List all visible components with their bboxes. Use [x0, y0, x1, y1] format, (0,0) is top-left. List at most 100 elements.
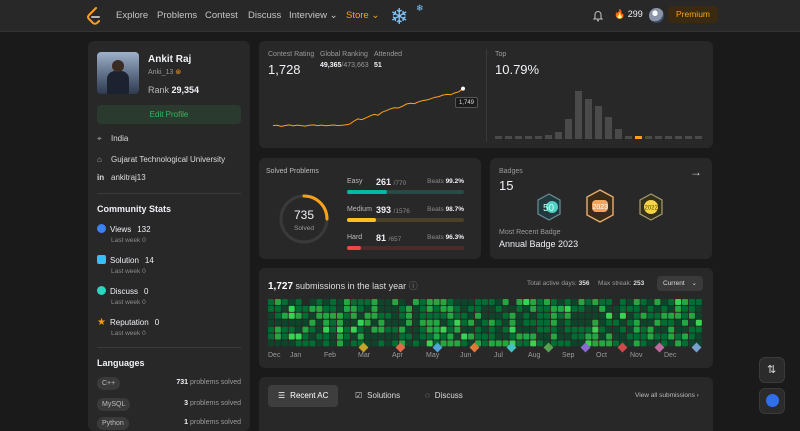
feedback-button[interactable] — [759, 388, 785, 414]
heatmap-cell — [357, 305, 364, 312]
heatmap-cell — [516, 340, 523, 347]
monthly-badge-icon — [617, 342, 628, 353]
streak-counter[interactable]: 🔥 299 — [614, 9, 643, 20]
heatmap-cell — [419, 305, 426, 312]
streak-value: 299 — [627, 9, 643, 19]
info-icon[interactable]: ⓘ — [408, 281, 418, 291]
year-select[interactable]: Current ⌄ — [657, 276, 703, 291]
heatmap-cell — [461, 326, 468, 333]
heatmap-cell — [516, 333, 523, 340]
divider — [97, 193, 241, 194]
solved-progress-ring[interactable] — [277, 192, 331, 246]
badge-annual-2023-icon[interactable]: 2023 — [582, 188, 618, 224]
language-tag[interactable]: C++ — [97, 377, 121, 390]
heatmap-cell — [412, 333, 419, 340]
star-icon: ★ — [97, 317, 106, 328]
heatmap-cell — [330, 326, 337, 333]
rating-distribution-chart[interactable] — [495, 85, 705, 139]
nav-interview[interactable]: Interview ⌄ — [289, 10, 338, 21]
heatmap-cell — [661, 319, 668, 326]
heatmap-cell — [371, 312, 378, 319]
heatmap-cell — [481, 333, 488, 340]
language-count-suffix: problems solved — [190, 379, 241, 386]
language-count-value: 731 — [176, 379, 189, 386]
heatmap-cell — [364, 299, 371, 305]
edit-profile-button[interactable]: Edit Profile — [97, 105, 241, 124]
monthly-badge-icon — [580, 342, 591, 353]
heatmap-cell — [495, 340, 502, 347]
language-count: 731 problems solved — [176, 379, 241, 386]
switch-layout-button[interactable]: ⇅ — [759, 357, 785, 383]
nav-store[interactable]: Store ⌄ — [346, 10, 379, 21]
difficulty-total: /770 — [393, 180, 407, 187]
linkedin-row[interactable]: in ankitraj13 — [97, 173, 146, 182]
heatmap-cell — [461, 340, 468, 347]
difficulty-total: /1576 — [393, 208, 410, 215]
language-tag[interactable]: MySQL — [97, 398, 131, 411]
heatmap-cell — [295, 312, 302, 319]
rating-history-chart[interactable] — [269, 75, 479, 139]
heatmap-cell — [302, 319, 309, 326]
heatmap-cell — [316, 305, 323, 312]
arrow-right-icon[interactable]: → — [690, 165, 702, 179]
rating-current-point — [461, 86, 465, 91]
heatmap-cell — [619, 326, 626, 333]
heatmap-cell — [426, 305, 433, 312]
bell-icon[interactable] — [592, 9, 604, 22]
heatmap-cell — [433, 299, 440, 305]
solved-problems-card: Solved Problems 735 Solved Easy 261 /770… — [259, 158, 481, 259]
snowflake-icon[interactable]: ❄ — [390, 4, 409, 29]
leetcode-logo-icon[interactable] — [86, 7, 102, 25]
top-percent-value: 10.79% — [495, 62, 540, 77]
heatmap-cell — [337, 326, 343, 333]
heatmap-cell — [357, 326, 364, 333]
heatmap-cell — [302, 333, 309, 340]
swap-icon: ⇅ — [767, 364, 777, 376]
heatmap-cell — [585, 312, 592, 319]
heatmap-cell — [592, 326, 599, 333]
badge-annual-2022-icon[interactable]: 2022 — [636, 192, 666, 222]
heatmap-cell — [392, 340, 399, 347]
heatmap-cell — [550, 312, 557, 319]
heatmap-cell — [488, 326, 495, 333]
premium-button[interactable]: Premium — [668, 6, 719, 23]
heatmap-cell — [564, 333, 571, 340]
heatmap-cell — [626, 319, 633, 326]
heatmap-cell — [323, 299, 330, 305]
heatmap-cell — [419, 340, 426, 347]
heatmap-cell — [330, 299, 337, 305]
stat-reputation: ★ Reputation 0 — [97, 317, 159, 328]
avatar[interactable] — [649, 8, 664, 23]
nav-contest[interactable]: Contest — [205, 10, 238, 21]
nav-discuss[interactable]: Discuss — [248, 10, 282, 21]
difficulty-fill — [347, 218, 377, 222]
heatmap-cell — [419, 319, 426, 326]
tab-solutions[interactable]: ☑ Solutions — [345, 385, 410, 407]
language-tag[interactable]: Python — [97, 417, 129, 430]
heatmap-cell — [392, 299, 399, 305]
heatmap-cell — [502, 326, 509, 333]
heatmap-cell — [295, 319, 302, 326]
badges-count: 15 — [499, 178, 514, 193]
heatmap-cell — [364, 333, 371, 340]
tab-recent-ac[interactable]: ☰ Recent AC — [268, 385, 339, 407]
heatmap-cell — [592, 333, 599, 340]
nav-explore[interactable]: Explore — [116, 10, 149, 21]
heatmap-cell — [350, 305, 357, 312]
heatmap-cell — [475, 312, 481, 319]
heatmap-cell — [502, 340, 509, 347]
heatmap-cell — [619, 333, 626, 340]
most-recent-badge-name[interactable]: Annual Badge 2023 — [499, 239, 579, 249]
heatmap-cell — [309, 299, 316, 305]
heatmap-cell — [295, 333, 302, 340]
nav-problems[interactable]: Problems — [157, 10, 198, 21]
submission-heatmap[interactable]: Dec Jan Feb Mar Apr May Jun Jul Aug Sep Oct Nov Dec — [268, 299, 704, 361]
nav-interview-label: Interview — [289, 10, 328, 21]
badge-50-days-icon[interactable]: 50 — [534, 192, 564, 222]
heatmap-cell — [564, 312, 571, 319]
heatmap-cell — [619, 299, 626, 305]
heatmap-cell — [419, 333, 426, 340]
tab-discuss[interactable]: ◌ Discuss — [415, 385, 473, 407]
stat-label: Views — [110, 225, 132, 234]
view-all-submissions-link[interactable]: View all submissions › — [635, 392, 699, 399]
